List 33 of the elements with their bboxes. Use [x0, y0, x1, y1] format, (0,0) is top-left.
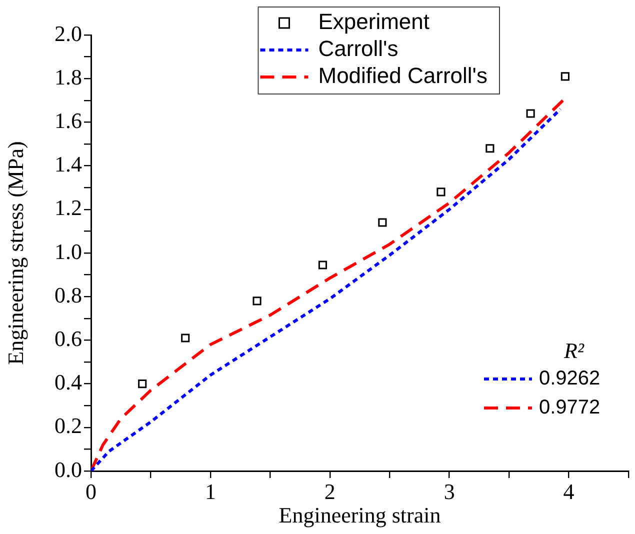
x-tick-label: 3 — [444, 478, 455, 504]
point — [526, 109, 535, 118]
point — [378, 218, 387, 227]
y-tick-label: 0.2 — [54, 413, 82, 438]
x-tick-label: 1 — [204, 478, 216, 504]
legend-label: Carroll's — [318, 36, 398, 62]
y-tick-label: 0.8 — [54, 282, 82, 308]
annotation: 0.9772 — [539, 396, 600, 419]
y-tick-label: 2.0 — [54, 20, 82, 46]
x-tick-label: 0 — [86, 478, 96, 504]
point — [486, 144, 494, 153]
y-axis-title: Engineering stress (MPa) — [2, 141, 28, 365]
y-tick-label: 0.0 — [54, 456, 82, 482]
legend-label: Experiment — [318, 9, 430, 34]
y-tick-label: 1.8 — [54, 64, 82, 90]
y-tick-label: 0.4 — [54, 370, 82, 395]
legend-label: Modified Carroll's — [318, 63, 488, 88]
y-tick-label: 1.0 — [54, 238, 82, 264]
point — [560, 72, 570, 81]
x-tick-label: 4 — [563, 478, 574, 504]
y-tick-label: 1.2 — [54, 195, 82, 220]
annotation: R² — [562, 338, 584, 363]
y-tick-label: 1.4 — [54, 152, 82, 177]
x-axis-title: Engineering strain — [278, 502, 441, 528]
point — [181, 334, 190, 342]
annotation: 0.9262 — [539, 368, 600, 390]
point — [138, 380, 147, 388]
point — [318, 260, 328, 270]
point — [436, 188, 446, 196]
y-tick-label: 1.6 — [54, 108, 82, 133]
y-tick-label: 0.6 — [54, 326, 82, 351]
x-tick-label: 2 — [324, 478, 336, 504]
point — [252, 296, 262, 306]
